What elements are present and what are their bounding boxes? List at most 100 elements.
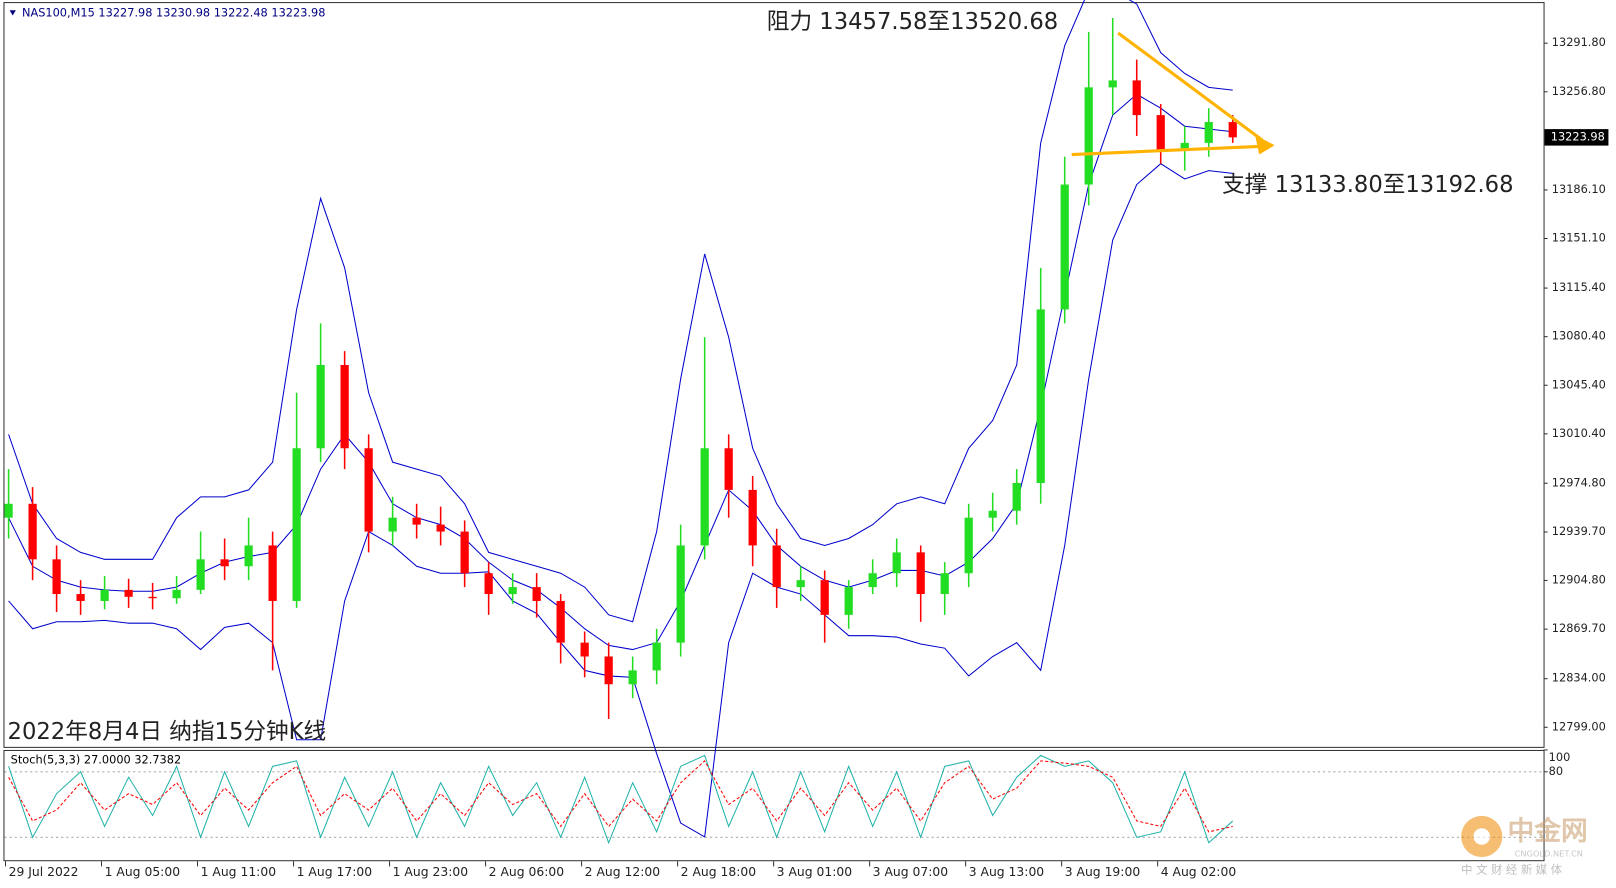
candle-body [1012,482,1021,511]
candle-body [964,517,973,574]
watermark-brand: 中金网 [1507,815,1587,847]
candle-body [52,559,61,595]
candle-body [460,531,469,574]
candle-body [1108,80,1117,88]
bollinger-middle [8,93,1233,651]
y-tick-label: 100 [1549,750,1571,764]
candle-body [1060,184,1069,310]
candle-body [148,596,157,599]
y-tick-label: 13151.10 [1552,231,1606,245]
candle-body [892,552,901,574]
y-tick-label: 13186.10 [1552,182,1606,196]
candle-body [1036,309,1045,483]
y-tick-label: 80 [1549,764,1563,778]
y-tick-label: 13010.40 [1552,426,1606,440]
candle-body [556,600,565,643]
y-tick-label: 13256.80 [1552,84,1606,98]
candle-body [172,589,181,599]
candle-body [268,545,277,601]
stoch-line [8,760,1233,833]
candle-body [820,580,829,615]
x-tick-label: 4 Aug 02:00 [1161,865,1237,879]
candle-body [436,524,445,532]
x-tick-label: 3 Aug 01:00 [777,865,853,879]
current-price-box [1544,129,1609,146]
x-tick-label: 2 Aug 12:00 [585,865,661,879]
candle-body [76,594,85,601]
candle-body [100,589,109,601]
candle-body [1084,87,1093,185]
candle-body [652,642,661,671]
candle-body [604,656,613,685]
y-tick-label: 13080.40 [1552,329,1606,343]
candle-body [532,587,541,601]
candle-body [940,573,949,595]
candle-body [292,448,301,601]
chart-header: NAS100,M15 13227.98 13230.98 13222.48 13… [22,5,325,19]
candle-body [724,448,733,490]
candle-body [580,642,589,657]
x-tick-label: 1 Aug 23:00 [393,865,469,879]
watermark-slogan: 中 文 财 经 新 媒 体 [1461,862,1563,876]
main-frame [3,2,1545,748]
support-label: 支撑 13133.80至13192.68 [1222,172,1513,198]
y-tick-label: 12974.80 [1552,475,1606,489]
y-tick-label: 13115.40 [1552,280,1606,294]
watermark-logo-inner [1473,828,1490,845]
candle-body [988,510,997,518]
candle-body [316,364,325,449]
y-tick-label: 12834.00 [1552,671,1606,685]
x-tick-label: 1 Aug 11:00 [201,865,277,879]
candle-body [868,573,877,588]
resistance-label: 阻力 13457.58至13520.68 [767,9,1058,35]
candle-body [244,545,253,567]
candle-body [796,580,805,588]
candle-body [412,517,421,525]
stoch-header: Stoch(5,3,3) 27.0000 32.7382 [11,752,182,766]
candle-body [1228,122,1237,138]
bollinger-lower [8,163,1233,838]
x-tick-label: 2 Aug 18:00 [681,865,757,879]
bollinger-upper [8,0,1233,623]
support-trendline [1071,144,1263,157]
y-tick-label: 12904.80 [1552,572,1606,586]
candle-body [1132,80,1141,116]
candle-body [484,573,493,595]
candle-body [844,587,853,615]
x-tick-label: 3 Aug 19:00 [1065,865,1141,879]
watermark-domain: CNGOLD.NET.CN [1515,849,1583,859]
candle-body [28,503,37,560]
menu-triangle [9,10,16,16]
watermark: 中金网 CNGOLD.NET.CN 中 文 财 经 新 媒 体 [1461,815,1588,876]
candle-body [508,587,517,595]
candle-body [1180,142,1189,150]
x-tick-label: 1 Aug 05:00 [105,865,181,879]
candle-body [676,545,685,643]
x-tick-label: 3 Aug 07:00 [873,865,949,879]
candle-body [340,364,349,449]
y-tick-label: 13045.40 [1552,377,1606,391]
candle-body [124,589,133,597]
current-price-label: 13223.98 [1551,129,1605,143]
candle-body [220,559,229,567]
y-tick-label: 12939.70 [1552,524,1606,538]
x-tick-label: 1 Aug 17:00 [297,865,373,879]
y-tick-label: 12799.00 [1552,719,1606,733]
candle-body [388,517,397,532]
candle-body [772,545,781,588]
x-tick-label: 3 Aug 13:00 [969,865,1045,879]
candle-body [1156,115,1165,150]
candle-body [748,489,757,546]
y-tick-label: 12869.70 [1552,621,1606,635]
candle-body [364,448,373,532]
resistance-trendline [1117,31,1264,142]
candle-body [1204,122,1213,143]
candle-body [4,503,13,518]
candle-body [628,670,637,685]
candle-body [196,559,205,590]
caption: 2022年8月4日 纳指15分钟K线 [8,719,327,745]
y-tick-label: 13291.80 [1552,35,1606,49]
